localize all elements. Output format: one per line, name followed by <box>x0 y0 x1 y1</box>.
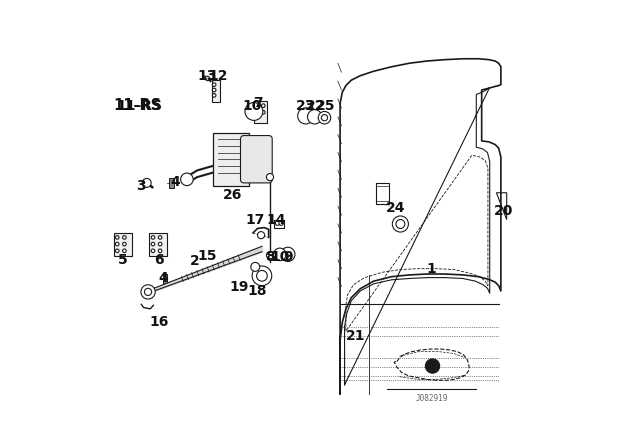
Text: 11-RS: 11-RS <box>114 98 162 113</box>
Circle shape <box>115 249 119 253</box>
Text: 10: 10 <box>270 250 289 264</box>
Bar <box>169 178 173 188</box>
Text: 8: 8 <box>265 250 275 264</box>
Text: 11-RS: 11-RS <box>116 99 162 112</box>
Text: 22: 22 <box>306 99 325 112</box>
Text: 26: 26 <box>223 188 243 202</box>
Text: J082919: J082919 <box>415 394 448 403</box>
Circle shape <box>266 173 273 181</box>
Text: 16: 16 <box>150 315 169 329</box>
Circle shape <box>256 111 259 114</box>
Text: 24: 24 <box>386 201 406 215</box>
Circle shape <box>310 112 319 121</box>
Circle shape <box>145 289 152 296</box>
Circle shape <box>298 108 314 124</box>
Circle shape <box>426 359 440 373</box>
Bar <box>213 133 250 185</box>
Circle shape <box>158 249 162 253</box>
Text: 2: 2 <box>190 254 200 267</box>
Circle shape <box>212 83 216 86</box>
Circle shape <box>151 236 155 239</box>
Circle shape <box>142 178 151 187</box>
Circle shape <box>123 236 126 239</box>
Circle shape <box>256 104 259 108</box>
Text: 1: 1 <box>427 262 436 276</box>
Circle shape <box>321 115 328 121</box>
Circle shape <box>281 247 295 262</box>
Text: 18: 18 <box>248 284 268 298</box>
Text: 6: 6 <box>154 253 164 267</box>
FancyBboxPatch shape <box>241 136 272 183</box>
Circle shape <box>251 263 260 271</box>
Text: 19: 19 <box>230 280 250 293</box>
Circle shape <box>205 76 210 81</box>
Text: 10: 10 <box>243 99 262 112</box>
Text: 17: 17 <box>246 212 265 227</box>
Text: 5: 5 <box>118 253 127 267</box>
Text: 4: 4 <box>158 271 168 284</box>
Text: 15: 15 <box>198 249 217 263</box>
Circle shape <box>307 110 322 124</box>
Circle shape <box>245 103 263 121</box>
Circle shape <box>300 111 311 121</box>
Circle shape <box>151 242 155 246</box>
Circle shape <box>123 249 126 253</box>
Circle shape <box>248 105 260 118</box>
Bar <box>212 80 220 102</box>
Text: 23: 23 <box>296 99 316 112</box>
Circle shape <box>115 242 119 246</box>
Text: 7: 7 <box>253 95 262 109</box>
Text: 4: 4 <box>170 175 180 189</box>
Circle shape <box>151 249 155 253</box>
Bar <box>163 274 167 284</box>
Circle shape <box>276 251 284 258</box>
Bar <box>114 233 132 256</box>
Circle shape <box>279 221 284 225</box>
Circle shape <box>141 285 156 299</box>
Circle shape <box>123 242 126 246</box>
Circle shape <box>158 242 162 246</box>
Text: 13: 13 <box>198 69 217 83</box>
Circle shape <box>392 216 408 232</box>
Circle shape <box>266 252 273 259</box>
Circle shape <box>257 271 268 281</box>
Bar <box>149 233 167 256</box>
Text: 21: 21 <box>346 329 365 343</box>
Circle shape <box>257 232 264 239</box>
Circle shape <box>180 173 193 185</box>
Circle shape <box>212 94 216 97</box>
Text: 25: 25 <box>316 99 335 112</box>
Circle shape <box>262 111 265 114</box>
Circle shape <box>252 266 272 286</box>
Text: 9: 9 <box>283 250 292 264</box>
Circle shape <box>158 236 162 239</box>
Circle shape <box>262 104 265 108</box>
Circle shape <box>396 220 405 228</box>
Text: 3: 3 <box>136 179 145 193</box>
Text: 20: 20 <box>493 203 513 218</box>
Text: 12: 12 <box>209 69 228 83</box>
Circle shape <box>212 88 216 92</box>
Circle shape <box>284 250 292 259</box>
Circle shape <box>318 112 331 124</box>
Circle shape <box>275 221 280 225</box>
Circle shape <box>273 248 286 261</box>
Text: 14: 14 <box>266 212 286 227</box>
Bar <box>254 101 267 123</box>
Circle shape <box>115 236 119 239</box>
